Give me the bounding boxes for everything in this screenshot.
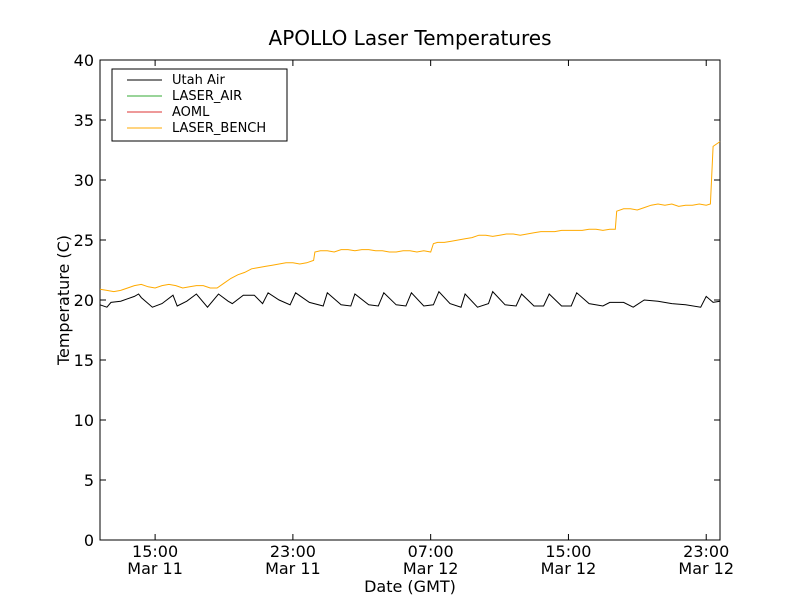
x-tick-date-label: Mar 12 (678, 559, 734, 578)
series-line-laser-bench (99, 141, 721, 293)
x-tick-date-label: Mar 11 (265, 559, 321, 578)
legend-label: AOML (172, 105, 210, 120)
series-group (99, 141, 721, 308)
y-tick-label: 25 (74, 231, 94, 250)
x-tick-date-label: Mar 12 (541, 559, 597, 578)
x-tick-time-label: 07:00 (408, 542, 454, 561)
x-tick-date-label: Mar 12 (403, 559, 459, 578)
series-line-utah-air (99, 290, 721, 308)
chart-title: APOLLO Laser Temperatures (269, 26, 552, 50)
x-tick-date-label: Mar 11 (127, 559, 183, 578)
y-tick-label: 5 (84, 471, 94, 490)
x-tick-time-label: 23:00 (683, 542, 729, 561)
y-tick-label: 0 (84, 531, 94, 550)
legend-label: Utah Air (172, 73, 225, 88)
x-tick-time-label: 23:00 (270, 542, 316, 561)
x-axis-label: Date (GMT) (364, 577, 456, 596)
y-tick-label: 20 (74, 291, 94, 310)
legend-label: LASER_AIR (172, 89, 242, 104)
y-tick-label: 10 (74, 411, 94, 430)
y-tick-label: 40 (74, 51, 94, 70)
legend-frame (111, 68, 288, 142)
y-tick-label: 30 (74, 171, 94, 190)
legend-label: LASER_BENCH (172, 121, 266, 136)
y-tick-label: 15 (74, 351, 94, 370)
y-tick-label: 35 (74, 111, 94, 130)
y-axis: 0 5 10 15 20 25 30 35 40 (74, 51, 720, 550)
y-axis-label: Temperature (C) (54, 235, 73, 366)
x-tick-time-label: 15:00 (545, 542, 591, 561)
x-tick-time-label: 15:00 (132, 542, 178, 561)
